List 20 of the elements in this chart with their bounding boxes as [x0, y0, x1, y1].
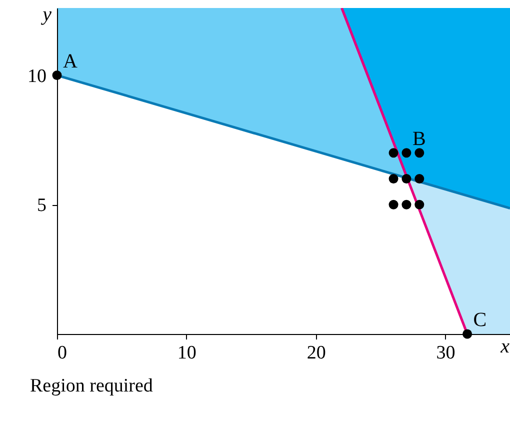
x-tick-label: 10 — [177, 342, 196, 364]
point — [388, 148, 398, 158]
point — [402, 174, 412, 184]
x-tick-label: 30 — [436, 342, 456, 364]
x-tick-label: 0 — [58, 342, 67, 364]
point — [402, 200, 412, 210]
text: Region required — [30, 376, 154, 396]
annotation: A — [63, 50, 78, 72]
y-axis-title: y — [40, 4, 52, 26]
annotation: C — [473, 309, 487, 331]
point — [388, 174, 398, 184]
point — [402, 148, 412, 158]
y-tick-label: 5 — [37, 195, 46, 216]
point — [414, 174, 424, 184]
x-axis-title: x — [500, 336, 510, 358]
point — [414, 200, 424, 210]
point — [414, 148, 424, 158]
x-tick-label: 20 — [306, 342, 326, 364]
point — [388, 200, 398, 210]
annotation: B — [412, 128, 426, 150]
